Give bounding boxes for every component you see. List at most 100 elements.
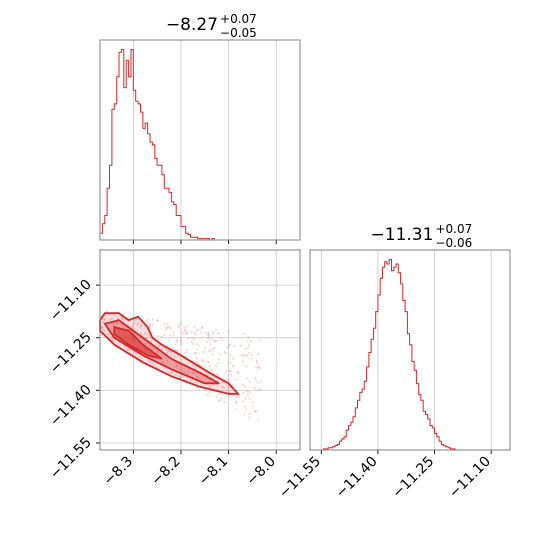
scatter-point (208, 391, 212, 394)
scatter-point (242, 383, 245, 386)
scatter-point (254, 376, 257, 379)
scatter-point (211, 337, 214, 341)
scatter-point (136, 322, 140, 325)
scatter-point (255, 360, 259, 364)
y-tick-label-2: −11.40 (47, 382, 95, 430)
scatter-point (140, 324, 143, 327)
scatter-point (175, 364, 178, 368)
scatter-point (213, 346, 216, 350)
scatter-point (255, 366, 258, 369)
hist-step (100, 49, 300, 241)
scatter-point (100, 326, 103, 329)
scatter-point (135, 318, 138, 321)
scatter-point (167, 349, 170, 352)
scatter-point (215, 339, 218, 343)
scatter-point (193, 352, 197, 355)
scatter-point (231, 364, 235, 368)
scatter-point (208, 364, 211, 368)
scatter-point (148, 326, 151, 329)
scatter-point (251, 405, 254, 408)
scatter-point (215, 372, 218, 376)
x-tick-label-1: −8.2 (148, 454, 183, 489)
scatter-point (244, 354, 247, 357)
y-tick-label-3: −11.55 (47, 434, 95, 482)
scatter-point (194, 351, 197, 354)
scatter-point (256, 363, 259, 366)
scatter-point (103, 330, 106, 333)
axes-frame (309, 249, 511, 451)
scatter-point (189, 331, 193, 334)
scatter-point (134, 319, 137, 323)
y-tick-label-0: −11.10 (47, 277, 95, 325)
scatter-point (198, 344, 201, 347)
scatter-point (246, 390, 249, 393)
scatter-point (175, 340, 178, 344)
scatter-point (115, 321, 119, 325)
scatter-point (165, 326, 169, 330)
scatter-point (164, 328, 167, 331)
scatter-point (207, 350, 210, 353)
scatter-point (166, 349, 169, 352)
scatter-point (172, 334, 176, 338)
x-tick-label-0: −8.3 (101, 454, 136, 489)
scatter-point (217, 357, 221, 360)
scatter-point (185, 332, 188, 335)
scatter-point (207, 333, 210, 337)
hist-title-sup: +0.07 (435, 222, 472, 236)
scatter-point (254, 409, 257, 413)
scatter-point (259, 388, 262, 391)
scatter-point (193, 325, 196, 329)
scatter-point (202, 359, 205, 363)
scatter-point (193, 331, 196, 334)
scatter-point (231, 357, 234, 360)
scatter-point (218, 352, 222, 355)
scatter-point (105, 309, 109, 313)
scatter-point (223, 401, 226, 404)
scatter-point (246, 340, 249, 343)
scatter-point (101, 328, 104, 331)
scatter-point (236, 371, 239, 374)
scatter-point (228, 344, 231, 347)
scatter-point (244, 397, 247, 400)
scatter-point (228, 385, 231, 388)
scatter-point (177, 324, 181, 327)
scatter-point (235, 401, 238, 405)
scatter-point (256, 419, 260, 422)
scatter-point (257, 353, 260, 356)
scatter-point (209, 343, 212, 346)
scatter-point (215, 328, 218, 331)
scatter-point (195, 356, 198, 360)
scatter-point (244, 408, 247, 411)
scatter-point (257, 366, 260, 370)
scatter-point (215, 365, 218, 368)
scatter-point (146, 318, 149, 321)
scatter-point (254, 387, 257, 391)
scatter-point (151, 323, 154, 326)
scatter-point (196, 361, 199, 364)
scatter-point (131, 325, 134, 328)
scatter-point (166, 322, 169, 325)
scatter-point (246, 346, 250, 349)
scatter-point (254, 378, 257, 382)
scatter-point (229, 361, 232, 365)
scatter-point (190, 340, 193, 344)
scatter-point (198, 363, 201, 366)
scatter-point (182, 332, 185, 335)
scatter-point (148, 324, 151, 328)
scatter-point (195, 361, 198, 364)
scatter-point (135, 352, 138, 356)
scatter-point (144, 320, 148, 323)
scatter-point (139, 324, 142, 327)
scatter-point (242, 364, 246, 367)
scatter-point (200, 331, 203, 334)
x-tick-label-0: −11.55 (276, 454, 324, 502)
scatter-point (191, 372, 194, 375)
scatter-point (116, 322, 119, 326)
scatter-point (103, 320, 106, 323)
hist-title: −11.31 (371, 225, 434, 245)
scatter-point (127, 347, 130, 351)
scatter-point (196, 376, 199, 379)
scatter-point (246, 354, 249, 357)
hist-title-sub: −0.05 (220, 26, 257, 40)
scatter-point (205, 340, 208, 344)
